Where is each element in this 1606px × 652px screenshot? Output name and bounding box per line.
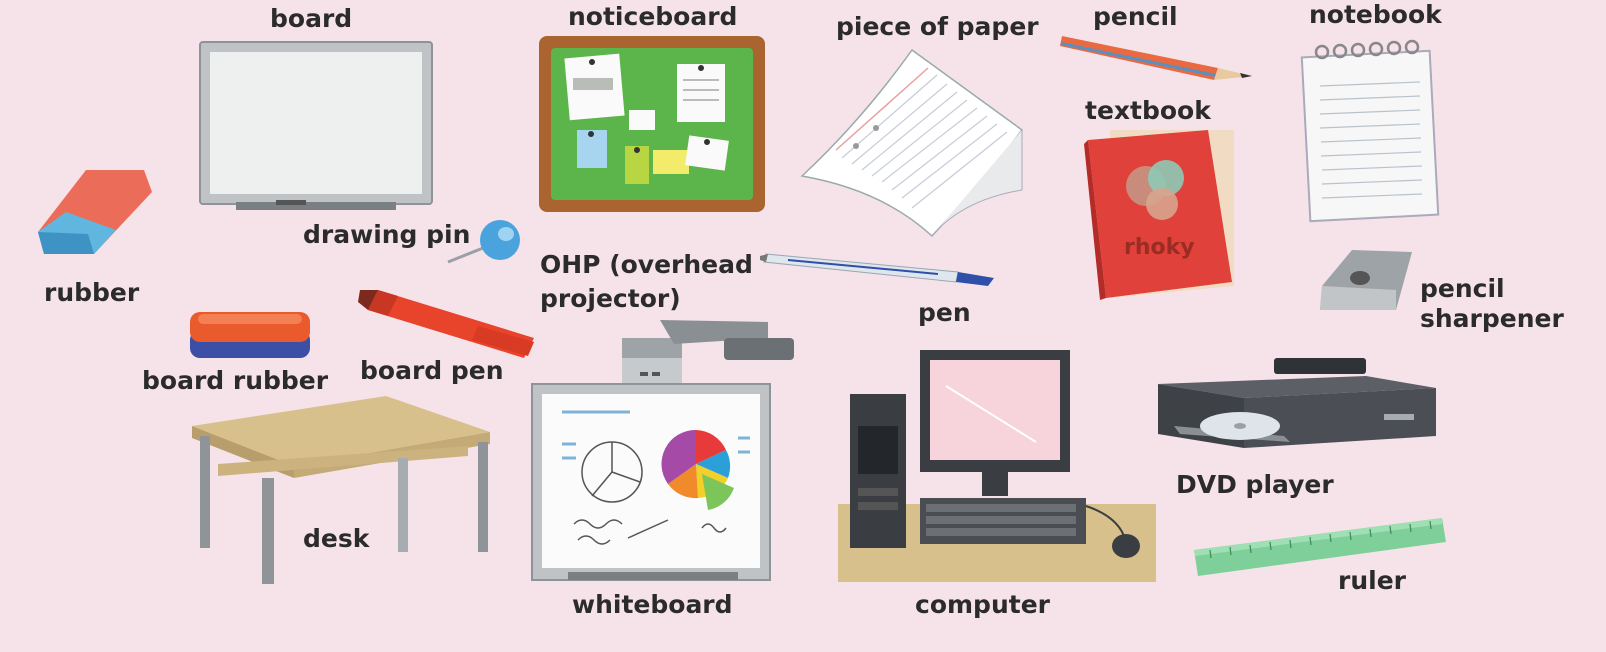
board-pen-icon: [358, 290, 534, 358]
board-rubber-icon: [190, 312, 310, 358]
label-board-pen: board pen: [360, 356, 504, 385]
label-textbook: textbook: [1085, 96, 1211, 125]
label-computer: computer: [915, 590, 1050, 619]
pencil-icon: [1060, 36, 1252, 80]
label-dvd-player: DVD player: [1176, 470, 1334, 499]
computer-icon: [838, 350, 1156, 582]
label-board-rubber: board rubber: [142, 366, 329, 395]
drawing-pin-icon: [447, 220, 520, 264]
desk-icon: [192, 396, 490, 584]
pen-icon: [760, 253, 994, 286]
label-ruler: ruler: [1338, 566, 1406, 595]
label-noticeboard: noticeboard: [568, 2, 738, 31]
notebook-icon: [1300, 39, 1440, 223]
pencil-sharpener-icon: [1320, 250, 1412, 310]
ruler-icon: [1194, 518, 1446, 576]
textbook-icon: rhoky: [1084, 130, 1234, 300]
label-desk: desk: [303, 524, 370, 553]
label-notebook: notebook: [1309, 0, 1442, 29]
dvd-player-icon: [1158, 358, 1436, 448]
label-pencil-sharpener-line2: sharpener: [1420, 304, 1564, 333]
label-piece-of-paper: piece of paper: [836, 12, 1039, 41]
label-ohp-line2: projector): [540, 284, 681, 313]
rubber-icon: [38, 170, 152, 254]
svg-text:rhoky: rhoky: [1124, 235, 1195, 260]
label-pencil-sharpener-line1: pencil: [1420, 274, 1505, 303]
label-pencil: pencil: [1093, 2, 1178, 31]
noticeboard-icon: [539, 36, 765, 212]
label-board: board: [270, 4, 353, 33]
label-whiteboard: whiteboard: [572, 590, 733, 619]
label-pen: pen: [918, 298, 971, 327]
label-ohp-line1: OHP (overhead: [540, 250, 753, 279]
whiteboard-icon: [531, 320, 794, 581]
paper-icon: [800, 48, 1024, 238]
board-icon: [199, 41, 433, 210]
label-drawing-pin: drawing pin: [303, 220, 471, 249]
label-rubber: rubber: [44, 278, 140, 307]
